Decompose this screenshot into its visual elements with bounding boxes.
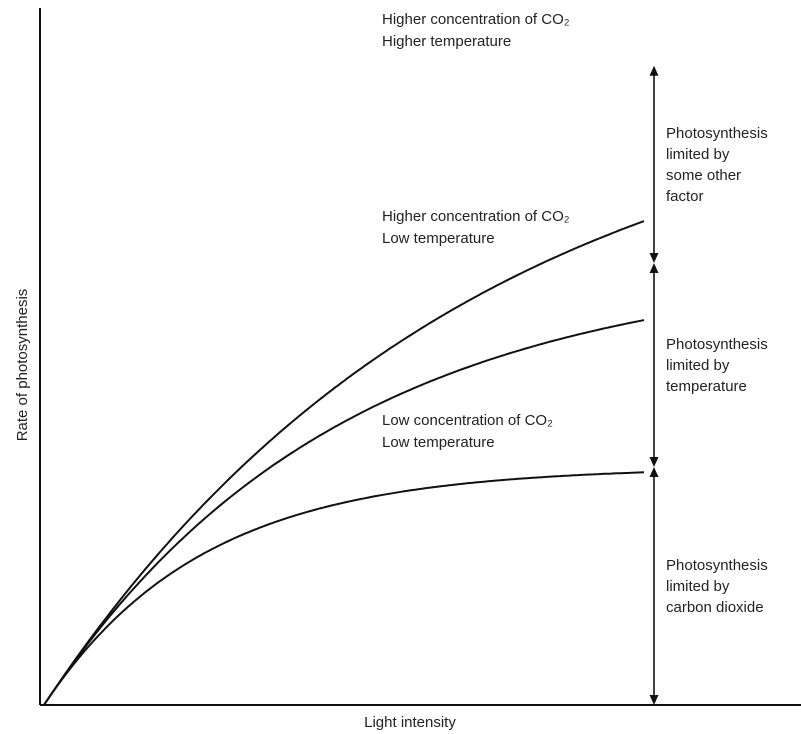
limit-label-2-line-3: temperature xyxy=(666,378,747,395)
series-label-2-line-2: Low temperature xyxy=(382,230,495,247)
limit-region-1: Photosynthesis limited by some other factor xyxy=(649,65,768,263)
limit-label-2-line-2: limited by xyxy=(666,357,730,374)
limit-arrowhead-down-3 xyxy=(649,695,659,705)
limit-label-3-line-2: limited by xyxy=(666,578,730,595)
limit-arrowhead-up-2 xyxy=(649,263,659,273)
limit-arrowhead-up-1 xyxy=(649,65,659,76)
series-label-1-line-2: Higher temperature xyxy=(382,33,511,50)
limit-region-3: Photosynthesis limited by carbon dioxide xyxy=(649,467,768,705)
series-label-3-line-2: Low temperature xyxy=(382,434,495,451)
series-label-1-line-1: Higher concentration of CO₂ xyxy=(382,11,570,28)
limit-label-1-line-2: limited by xyxy=(666,146,730,163)
series-layer xyxy=(43,220,645,706)
limit-region-2: Photosynthesis limited by temperature xyxy=(649,263,768,467)
series-curve-2 xyxy=(43,319,645,706)
y-axis-label: Rate of photosynthesis xyxy=(14,289,31,442)
limit-arrowhead-down-2 xyxy=(649,457,659,467)
limit-arrowhead-down-1 xyxy=(649,253,659,263)
limit-region-layer: Photosynthesis limited by some other factor… xyxy=(649,65,768,705)
series-label-3-line-1: Low concentration of CO₂ xyxy=(382,412,553,429)
limit-label-3-line-1: Photosynthesis xyxy=(666,557,768,574)
limit-label-1-line-4: factor xyxy=(666,188,704,205)
limit-label-3-line-3: carbon dioxide xyxy=(666,599,764,616)
x-axis-label: Light intensity xyxy=(364,714,456,731)
series-curve-3 xyxy=(43,471,645,706)
limit-label-1-line-1: Photosynthesis xyxy=(666,125,768,142)
limit-label-2-line-1: Photosynthesis xyxy=(666,336,768,353)
series-label-2-line-1: Higher concentration of CO₂ xyxy=(382,208,570,225)
limit-arrowhead-up-3 xyxy=(649,467,659,477)
limit-label-1-line-3: some other xyxy=(666,167,741,184)
series-curve-1 xyxy=(43,220,645,706)
series-label-layer: Higher concentration of CO₂ Higher temper… xyxy=(382,11,570,451)
